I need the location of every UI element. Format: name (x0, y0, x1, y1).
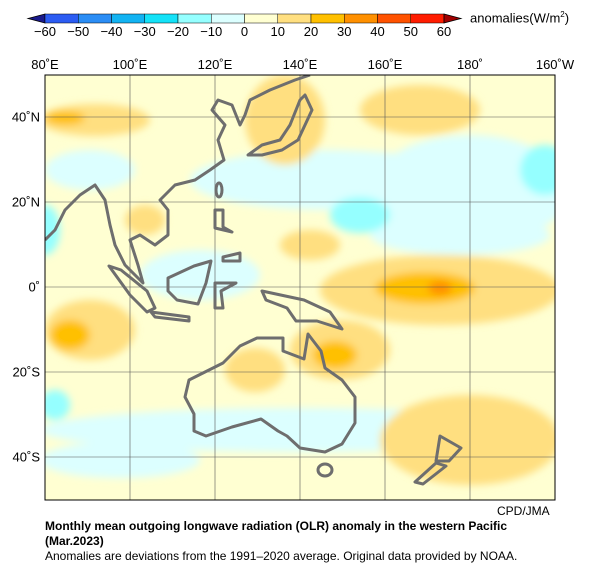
colorbar-tick-label: 30 (337, 24, 352, 39)
map-frame (44, 74, 556, 501)
sumatra (107, 264, 157, 314)
longitude-label: 80˚E (31, 57, 59, 72)
java (149, 310, 191, 323)
australia (183, 332, 357, 454)
colorbar-tick-label: −10 (200, 24, 223, 39)
colorbar-tick-label: −60 (33, 24, 57, 39)
longitude-label: 180˚ (456, 57, 484, 72)
caption-date: (Mar.2023) (45, 534, 104, 548)
longitude-label: 100˚E (112, 57, 148, 72)
colorbar-tick-label: 0 (240, 24, 249, 39)
caption-title: Monthly mean outgoing longwave radiation… (45, 519, 508, 533)
luzon (213, 208, 234, 234)
colorbar-over-arrow (443, 13, 463, 24)
taiwan (214, 181, 224, 199)
colorbar-label-end: ) (564, 10, 570, 26)
colorbar-tick-label: −40 (100, 24, 123, 39)
colorbar-label-sup: 2 (560, 10, 565, 19)
latitude-label: 0˚ (28, 279, 40, 295)
colorbar-tick-label: 20 (303, 24, 319, 39)
asia-coast (45, 75, 311, 285)
colorbar-tick-label: 50 (403, 24, 418, 39)
latitude-label: 40˚N (11, 109, 40, 125)
latitude-label: 20˚N (11, 194, 40, 210)
japan (246, 93, 314, 157)
sulawesi (213, 281, 238, 310)
colorbar-tick-label: −50 (67, 24, 90, 39)
new-zealand-south (413, 461, 448, 486)
longitude-label: 160˚E (367, 57, 403, 72)
longitude-label: 140˚E (282, 57, 318, 72)
colorbar-tick-label: −30 (133, 24, 156, 39)
colorbar-tick-label: 40 (370, 24, 385, 39)
colorbar-tick-label: 10 (270, 24, 285, 39)
credit: CPD/JMA (497, 504, 550, 518)
colorbar (26, 13, 463, 24)
longitude-label: 160˚W (535, 57, 575, 72)
colorbar-label: anomalies(W/m2) (470, 10, 569, 25)
coastlines (45, 75, 463, 486)
mindanao (221, 251, 242, 263)
colorbar-tick-label: 60 (436, 24, 452, 39)
colorbar-label-text: anomalies(W/m (470, 10, 561, 26)
longitude-label: 120˚E (197, 57, 233, 72)
tasmania (316, 462, 334, 478)
borneo (166, 259, 213, 306)
latitude-label: 40˚S (12, 449, 40, 465)
new-guinea (260, 289, 344, 331)
new-zealand-north (434, 434, 463, 463)
colorbar-tick-label: −20 (166, 24, 190, 39)
latitude-label: 20˚S (12, 364, 40, 380)
caption-note: Anomalies are deviations from the 1991–2… (45, 549, 518, 563)
